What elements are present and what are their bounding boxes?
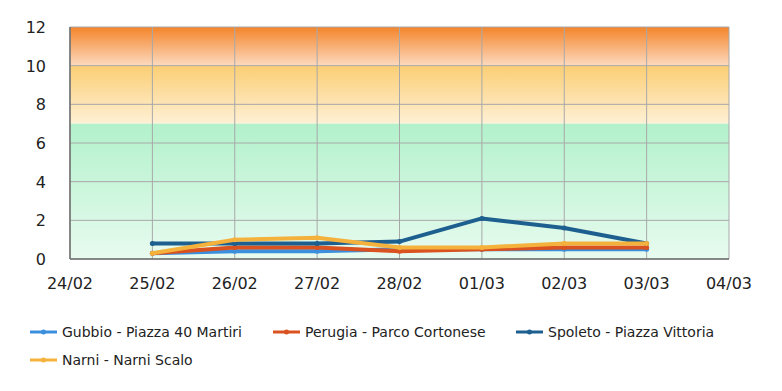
x-tick-label: 03/03 [624, 274, 670, 293]
y-tick-label: 10 [26, 57, 46, 76]
y-tick-label: 8 [36, 95, 46, 114]
y-tick-label: 2 [36, 211, 46, 230]
series-line [152, 238, 646, 253]
y-tick-label: 0 [36, 250, 46, 269]
chart: 0 2 4 6 8 10 12 24/02 25/02 26/02 27/02 28/02 01/03 0… [0, 0, 782, 391]
x-grid-line [481, 27, 482, 259]
x-tick-label: 04/03 [706, 274, 752, 293]
x-tick-label: 27/02 [294, 274, 340, 293]
series-marker [150, 251, 155, 256]
x-tick-label: 25/02 [129, 274, 175, 293]
x-tick-label: 28/02 [376, 274, 422, 293]
y-grid-line [70, 259, 729, 260]
x-grid-line [729, 27, 730, 259]
x-grid-line [70, 27, 71, 259]
x-grid-line [234, 27, 235, 259]
y-tick-label: 12 [26, 18, 46, 37]
legend-swatch [30, 331, 57, 334]
plot-area [150, 216, 649, 256]
series-marker [644, 241, 649, 246]
series-marker [562, 226, 567, 231]
x-tick-label: 02/03 [541, 274, 587, 293]
x-axis-line [70, 258, 729, 260]
legend-swatch [273, 331, 300, 334]
series-marker [479, 245, 484, 250]
y-tick-label: 6 [36, 134, 46, 153]
x-grid-line [646, 27, 647, 259]
x-grid-line [399, 27, 400, 259]
series-marker [479, 216, 484, 221]
legend-marker [41, 358, 46, 363]
x-grid-line [564, 27, 565, 259]
legend-label: Gubbio - Piazza 40 Martiri [62, 324, 242, 340]
legend-swatch [516, 331, 543, 334]
series-marker [150, 251, 155, 256]
x-tick-label: 26/02 [212, 274, 258, 293]
series-marker [644, 241, 649, 246]
series-marker [562, 241, 567, 246]
series-marker [315, 235, 320, 240]
y-axis-line [69, 27, 71, 259]
y-tick-label: 4 [36, 173, 46, 192]
series-marker [315, 241, 320, 246]
legend-marker [284, 330, 289, 335]
x-grid-line [317, 27, 318, 259]
legend-marker [527, 330, 532, 335]
series-marker [150, 241, 155, 246]
legend-marker [41, 330, 46, 335]
legend-label: Perugia - Parco Cortonese [305, 324, 486, 340]
x-tick-label: 01/03 [459, 274, 505, 293]
legend-label: Narni - Narni Scalo [62, 352, 193, 368]
x-tick-label: 24/02 [47, 274, 93, 293]
legend-swatch [30, 359, 57, 362]
series-marker [232, 237, 237, 242]
series-marker [397, 239, 402, 244]
series-marker [397, 245, 402, 250]
series-marker [150, 251, 155, 256]
legend-label: Spoleto - Piazza Vittoria [548, 324, 714, 340]
x-grid-line [152, 27, 153, 259]
